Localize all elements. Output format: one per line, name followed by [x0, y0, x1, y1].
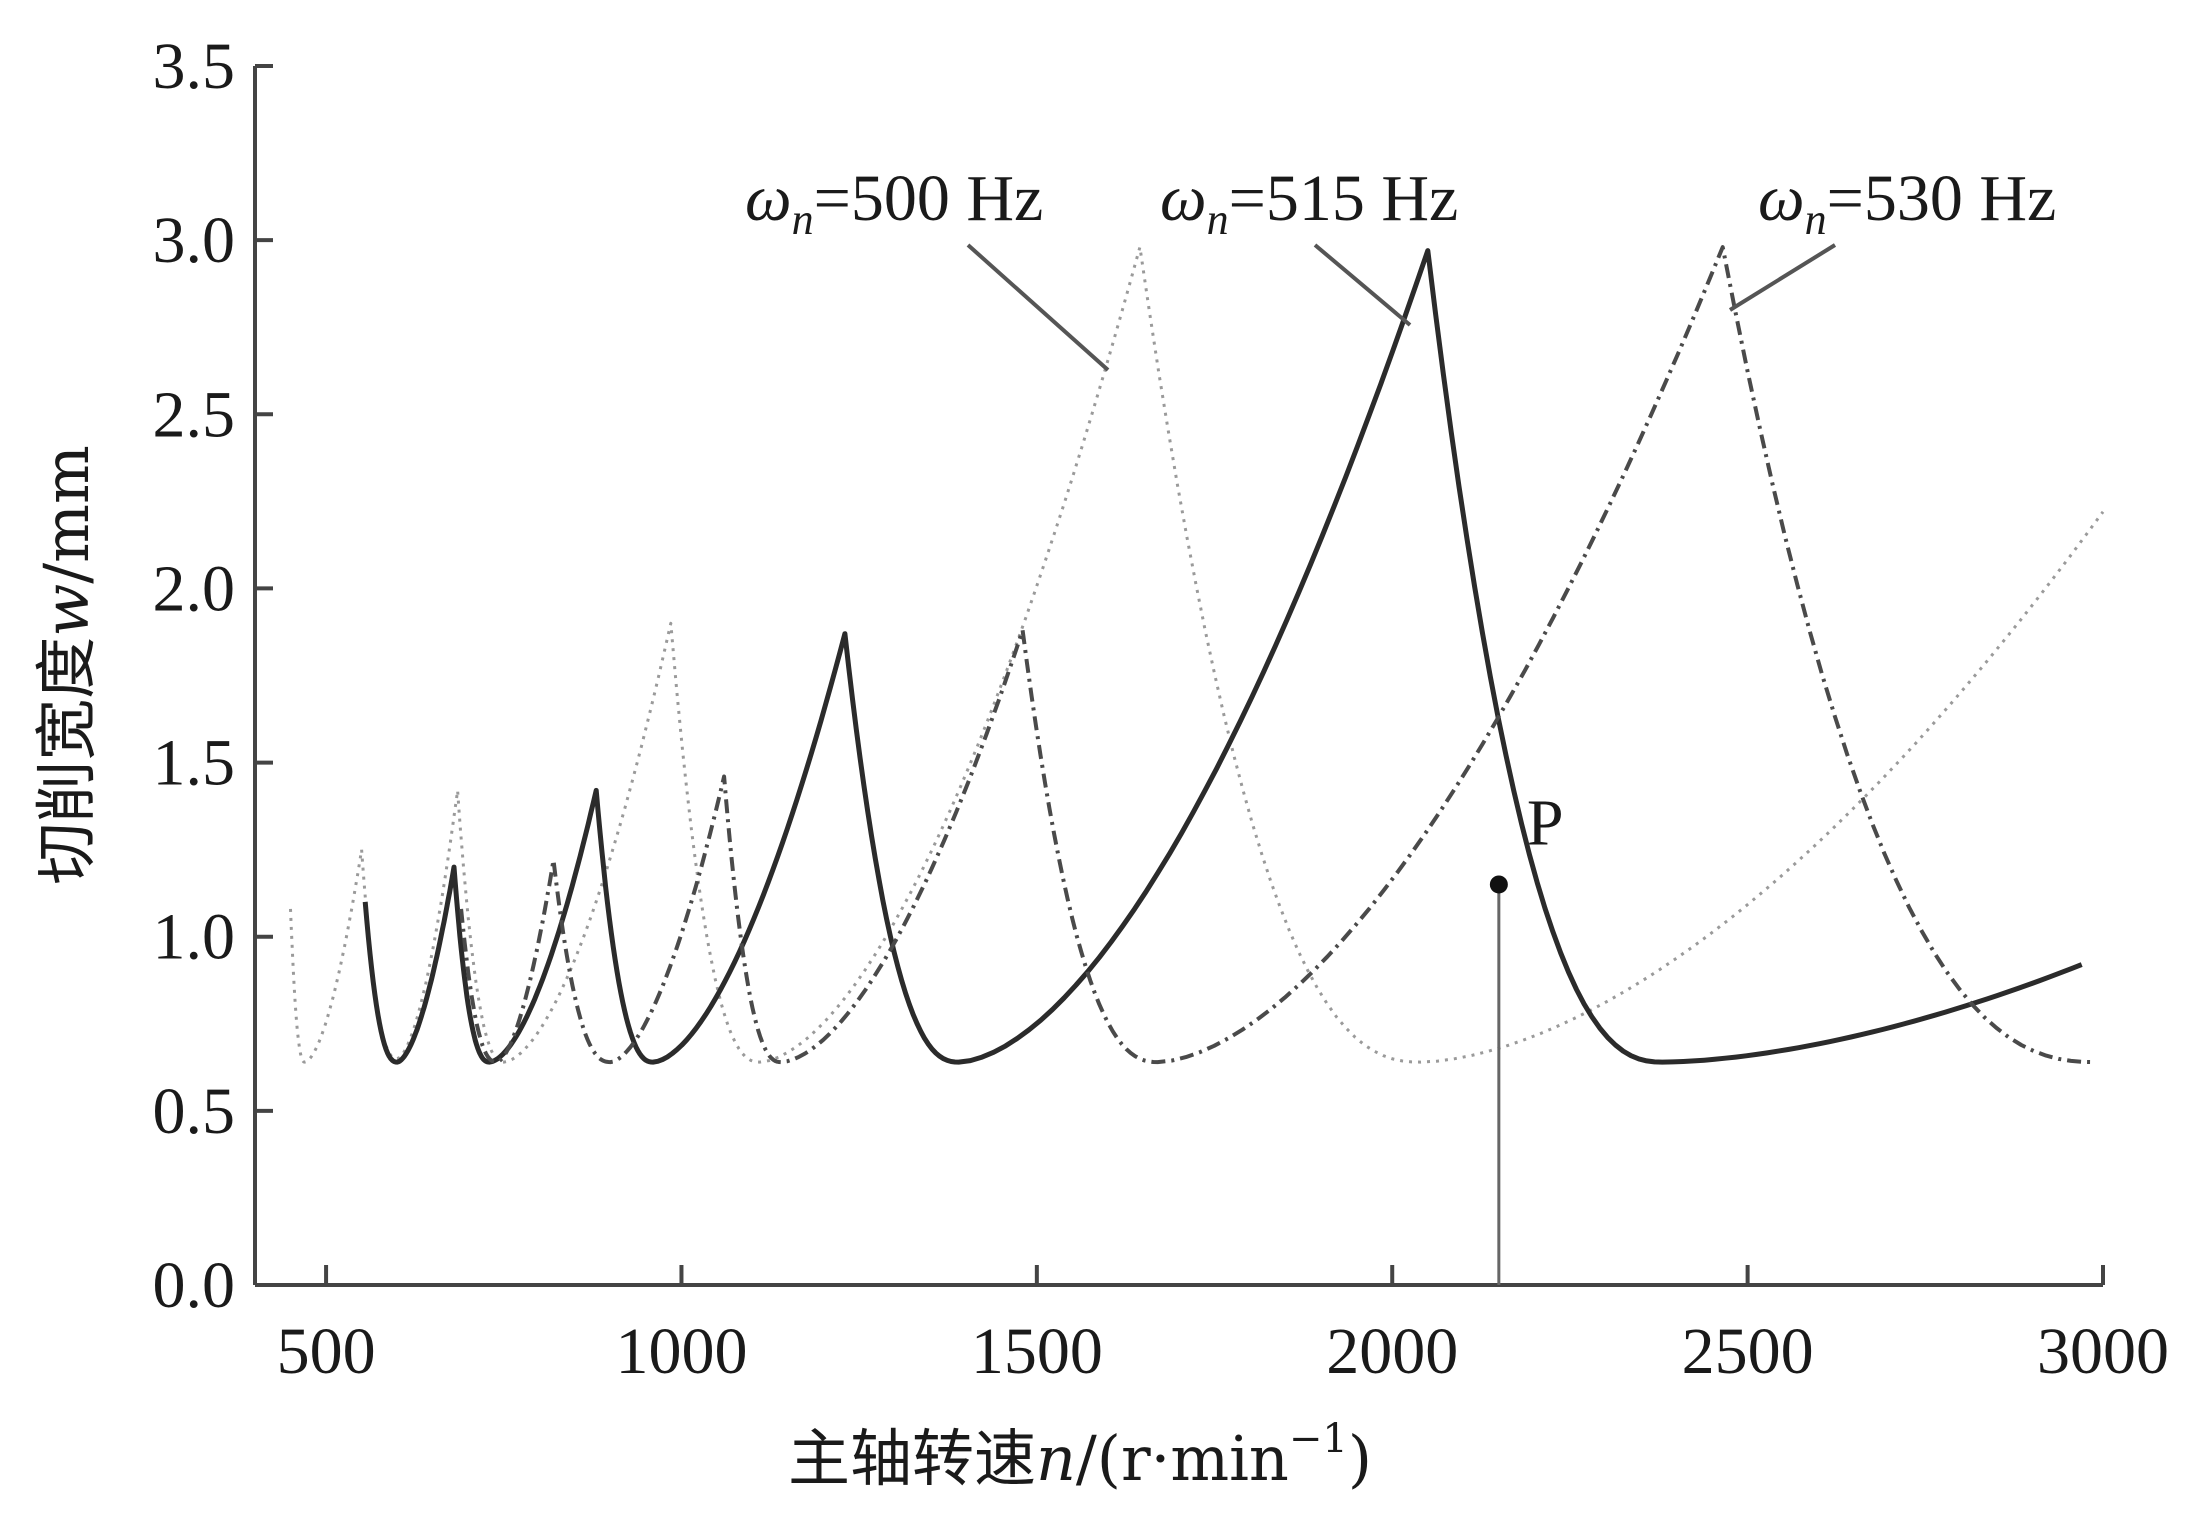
axes	[253, 66, 2103, 1287]
y-tick-label: 0.5	[153, 1075, 236, 1148]
x-tick-label: 500	[277, 1315, 376, 1388]
series-line-1	[362, 248, 2083, 1065]
series-label-value: =515 Hz	[1229, 162, 1459, 235]
series-label: ωn=530 Hz	[1758, 162, 2056, 244]
annotation-point	[1489, 875, 1508, 894]
series-label-subscript: n	[1207, 195, 1229, 244]
y-tick-label: 0.0	[153, 1249, 236, 1322]
series-layer	[289, 245, 2105, 1065]
y-ticks: 0.0 0.5 1.0 1.5 2.0 2.5 3.0 3.5	[153, 30, 273, 1322]
y-axis-title: 切削宽度w/mm	[30, 445, 103, 885]
series-label-subscript: n	[792, 195, 814, 244]
y-tick-label: 2.5	[153, 378, 236, 451]
series-label-leader	[1728, 243, 1837, 312]
x-tick-label: 1000	[615, 1315, 747, 1388]
x-ticks: 500 1000 1500 2000 2500 3000	[277, 1265, 2169, 1388]
y-tick-label: 3.5	[153, 30, 236, 103]
x-tick-label: 1500	[971, 1315, 1103, 1388]
series-labels: ωn=500 Hz ωn=515 Hz ωn=530 Hz	[745, 162, 2056, 244]
y-tick-label: 1.0	[153, 901, 236, 974]
y-tick-label: 3.0	[153, 204, 236, 277]
annotations: P	[1489, 786, 1564, 1285]
series-line-0	[289, 245, 2105, 1064]
series-label-symbol: ω	[1160, 162, 1207, 235]
series-label-leader	[1313, 243, 1412, 327]
series-label-leader	[966, 243, 1110, 372]
series-label-value: =530 Hz	[1827, 162, 2057, 235]
x-tick-label: 2000	[1326, 1315, 1458, 1388]
y-tick-label: 2.0	[153, 552, 236, 625]
series-line-2	[459, 245, 2096, 1065]
series-label: ωn=515 Hz	[1160, 162, 1458, 244]
x-tick-label: 2500	[1682, 1315, 1814, 1388]
annotation-label: P	[1527, 786, 1564, 859]
x-tick-label: 3000	[2037, 1315, 2169, 1388]
x-axis-title: 主轴转速n/(r·min−1)	[788, 1416, 1372, 1495]
series-label-value: =500 Hz	[814, 162, 1044, 235]
series-label-subscript: n	[1805, 195, 1827, 244]
y-tick-label: 1.5	[153, 727, 236, 800]
series-label: ωn=500 Hz	[745, 162, 1043, 244]
series-label-symbol: ω	[1758, 162, 1805, 235]
series-label-symbol: ω	[745, 162, 792, 235]
legend-leaders	[966, 243, 1837, 372]
